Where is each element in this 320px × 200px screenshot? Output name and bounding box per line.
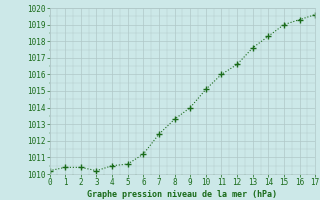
- X-axis label: Graphe pression niveau de la mer (hPa): Graphe pression niveau de la mer (hPa): [87, 190, 277, 199]
